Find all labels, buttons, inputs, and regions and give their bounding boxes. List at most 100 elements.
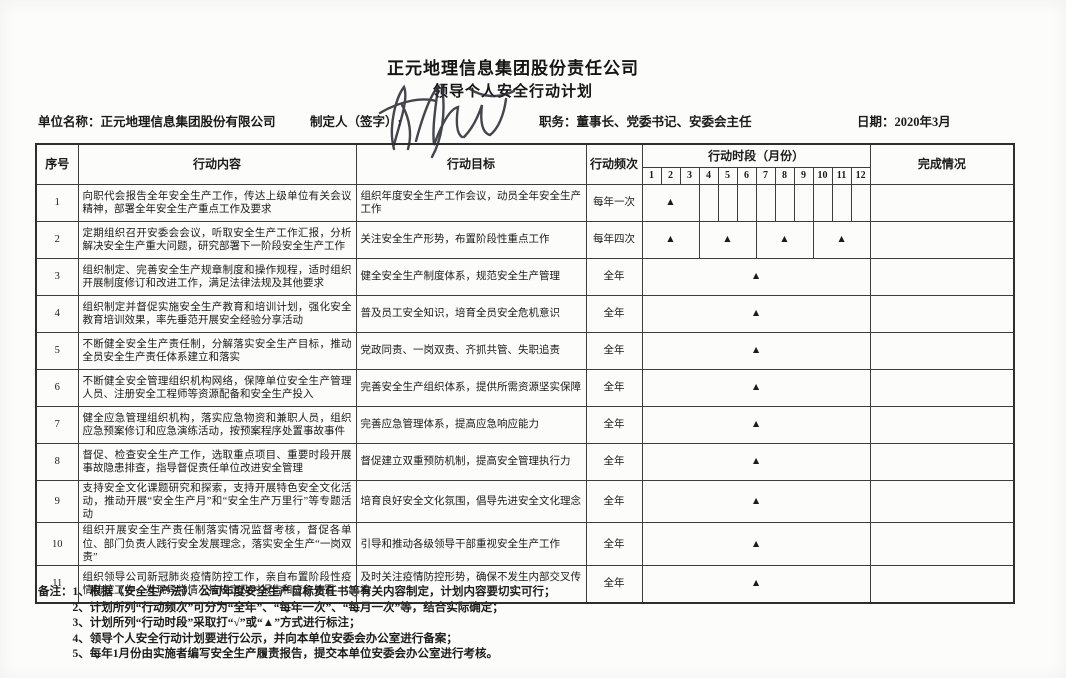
signature-scribble <box>378 83 516 159</box>
action-content-cell: 不断健全安全生产责任制，分解落实安全生产目标，推动全员安全生产责任体系建立和落实 <box>77 332 357 370</box>
col-header-content: 行动内容 <box>77 143 357 185</box>
note-item: 2、计划所列“行动频次”可分为“全年”、“每年一次”、“每月一次”等，结合实际确… <box>72 601 504 614</box>
col-header-period: 行动时段（月份） <box>641 143 871 168</box>
row-index-cell: 9 <box>35 479 79 524</box>
month-mark-cell: ▲ <box>641 295 871 333</box>
row-index-cell: 5 <box>35 332 79 370</box>
month-mark-cell: ▲ <box>641 221 700 259</box>
date-text: 日期：2020年3月 <box>857 111 951 130</box>
duty-value: 董事长、党委书记、安委会主任 <box>576 115 752 129</box>
month-mark-cell: ▲ <box>641 406 871 444</box>
action-content-cell: 组织制定、完善安全生产规章制度和操作规程，适时组织开展制度修订和改进工作，满足法… <box>77 258 357 296</box>
completion-cell <box>869 564 1015 604</box>
action-target-cell: 培育良好安全文化氛围，倡导先进安全文化理念 <box>355 479 587 524</box>
action-target-cell: 关注安全生产形势，布置阶段性重点工作 <box>355 221 587 259</box>
month-mark-cell: ▲ <box>641 522 871 566</box>
frequency-cell: 全年 <box>585 522 643 566</box>
completion-cell <box>869 295 1015 333</box>
month-empty-cell <box>793 184 814 222</box>
action-target-cell: 完善安全生产组织体系，提供所需资源坚实保障 <box>355 369 587 407</box>
action-content-cell: 督促、检查安全生产工作，选取重点项目、重要时段开展事故隐患排查，指导督促责任单位… <box>77 443 357 481</box>
action-target-cell: 督促建立双重预防机制，提高安全管理执行力 <box>355 443 587 481</box>
action-content-cell: 健全应急管理组织机构，落实应急物资和兼职人员，组织应急预案修订和应急演练活动，按… <box>77 406 357 444</box>
action-content-cell: 定期组织召开安委会会议，听取安全生产工作汇报，分析解决安全生产重大问题，研究部署… <box>77 221 357 259</box>
month-header-5: 5 <box>717 167 738 185</box>
row-index-cell: 2 <box>35 221 79 259</box>
completion-cell <box>869 369 1015 407</box>
month-header-6: 6 <box>736 167 757 185</box>
table-row: 7 健全应急管理组织机构，落实应急物资和兼职人员，组织应急预案修订和应急演练活动，… <box>35 406 1015 444</box>
completion-cell <box>869 406 1015 444</box>
row-index-cell: 10 <box>35 522 79 566</box>
table-row: 11 组织领导公司新冠肺炎疫情防控工作，亲自布置阶段性疫情防控工作，发现异常情况按… <box>35 564 1015 604</box>
note-item: 5、每年1月份由实施者编写安全生产履责报告，提交本单位安委会办公室进行考核。 <box>72 648 499 660</box>
unit-name: 单位名称：正元地理信息集团股份有限公司 <box>38 111 276 130</box>
action-content-cell: 向职代会报告全年安全生产工作，传达上级单位有关会议精神，部署全年安全生产重点工作… <box>77 184 357 222</box>
action-target-cell: 健全安全生产制度体系，规范安全生产管理 <box>355 258 587 296</box>
month-empty-cell <box>698 184 719 222</box>
frequency-cell: 每年一次 <box>585 184 643 222</box>
row-index-cell: 4 <box>35 295 79 333</box>
maker-label: 制定人（签字）: <box>310 115 402 129</box>
row-index-cell: 1 <box>35 184 79 222</box>
table-row: 10 组织开展安全生产责任制落实情况监督考核，督促各单位、部门负责人践行安全发展理… <box>35 522 1015 566</box>
completion-cell <box>869 332 1015 370</box>
month-mark-cell: ▲ <box>641 479 871 524</box>
action-content-cell: 组织开展安全生产责任制落实情况监督考核，督促各单位、部门负责人践行安全发展理念，… <box>77 522 357 566</box>
action-target-cell: 及时关注疫情防控形势，确保不发生内部交叉传染 <box>355 564 587 604</box>
month-mark-cell: ▲ <box>641 369 871 407</box>
month-header-9: 9 <box>793 167 814 185</box>
duty-label: 职务： <box>539 115 577 129</box>
month-mark-cell: ▲ <box>641 332 871 370</box>
table-row: 9 支持安全文化课题研究和探索，支持开展特色安全文化活动，推动开展“安全生产月”和… <box>35 479 1015 524</box>
month-empty-cell <box>831 184 852 222</box>
month-empty-cell <box>812 184 833 222</box>
unit-name-value: 正元地理信息集团股份有限公司 <box>100 115 276 129</box>
month-header-12: 12 <box>850 167 871 185</box>
action-target-cell: 组织年度安全生产工作会议，动员全年安全生产工作 <box>355 184 587 222</box>
completion-cell <box>869 443 1015 481</box>
col-header-completion: 完成情况 <box>869 143 1015 185</box>
month-header-4: 4 <box>698 167 719 185</box>
row-index-cell: 8 <box>35 443 79 481</box>
frequency-cell: 全年 <box>585 443 643 481</box>
row-index-cell: 7 <box>35 406 79 444</box>
action-content-cell: 不断健全安全管理组织机构网络，保障单位安全生产管理人员、注册安全工程师等资源配备… <box>77 369 357 407</box>
date-value: 2020年3月 <box>894 115 951 129</box>
action-content-cell: 组织领导公司新冠肺炎疫情防控工作，亲自布置阶段性疫情防控工作，发现异常情况按规定… <box>77 564 357 604</box>
table-row: 3 组织制定、完善安全生产规章制度和操作规程，适时组织开展制度修订和改进工作，满足… <box>35 258 1015 296</box>
completion-cell <box>869 479 1015 524</box>
month-mark-cell: ▲ <box>641 443 871 481</box>
frequency-cell: 全年 <box>585 479 643 524</box>
table-row: 5 不断健全安全生产责任制，分解落实安全生产目标，推动全员安全生产责任体系建立和落… <box>35 332 1015 370</box>
month-header-2: 2 <box>660 167 681 185</box>
action-target-cell: 党政同责、一岗双责、齐抓共管、失职追责 <box>355 332 587 370</box>
month-header-10: 10 <box>812 167 833 185</box>
action-content-cell: 支持安全文化课题研究和探索，支持开展特色安全文化活动，推动开展“安全生产月”和“… <box>77 479 357 524</box>
col-header-frequency: 行动频次 <box>585 143 643 185</box>
col-header-index: 序号 <box>35 143 79 185</box>
note-item: 3、计划所列“行动时段”采取打“√”或“▲”方式进行标注； <box>72 617 361 629</box>
action-target-cell: 完善应急管理体系，提高应急响应能力 <box>355 406 587 444</box>
month-empty-cell <box>774 184 795 222</box>
completion-cell <box>869 221 1015 259</box>
row-index-cell: 6 <box>35 369 79 407</box>
month-mark-cell: ▲ <box>641 258 871 296</box>
frequency-cell: 全年 <box>585 369 643 407</box>
date-label: 日期： <box>857 115 895 129</box>
unit-name-label: 单位名称： <box>38 115 101 129</box>
table-row: 1 向职代会报告全年安全生产工作，传达上级单位有关会议精神，部署全年安全生产重点工… <box>35 184 1015 222</box>
month-mark-cell: ▲ <box>641 184 700 222</box>
company-title: 正元地理信息集团股份责任公司 <box>387 59 639 78</box>
table-row: 8 督促、检查安全生产工作，选取重点项目、重要时段开展事故隐患排查，指导督促责任单… <box>35 443 1015 481</box>
frequency-cell: 每年四次 <box>585 221 643 259</box>
action-target-cell: 引导和推动各级领导干部重视安全生产工作 <box>355 522 587 566</box>
action-target-cell: 普及员工安全知识，培育全员安全危机意识 <box>355 295 587 333</box>
table-row: 4 组织制定并督促实施安全生产教育和培训计划，强化安全教育培训效果，率先垂范开展安… <box>35 295 1015 333</box>
note-item: 4、领导个人安全行动计划要进行公示，并向本单位安委会办公室进行备案； <box>72 632 458 645</box>
completion-cell <box>869 522 1015 566</box>
table-row: 2 定期组织召开安委会会议，听取安全生产工作汇报，分析解决安全生产重大问题，研究部… <box>35 221 1015 259</box>
month-empty-cell <box>736 184 757 222</box>
frequency-cell: 全年 <box>585 332 643 370</box>
